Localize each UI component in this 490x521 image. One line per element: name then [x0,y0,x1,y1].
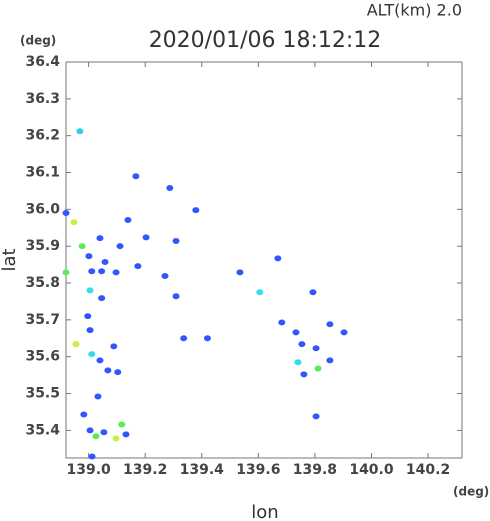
echo [62,269,70,276]
echo [86,327,94,334]
x-tick-label: 140.0 [349,462,394,478]
echo [86,427,94,434]
y-tick-label: 36.1 [25,165,60,181]
echo [94,393,102,400]
y-axis-label: lat [0,248,20,271]
y-tick-label: 36.2 [25,128,60,144]
echo [100,429,108,436]
echo [172,238,180,245]
echo [312,413,320,420]
echo [132,173,140,180]
y-unit: (deg) [20,34,56,48]
echo [98,295,106,302]
echo [124,217,132,224]
echo [172,293,180,300]
echo [292,329,300,336]
y-tick-label: 35.5 [25,386,60,402]
x-tick-label: 139.0 [66,462,111,478]
echo [274,255,282,262]
echo [340,329,348,336]
y-tick-label: 36.4 [25,54,60,70]
echo [142,234,150,241]
echo [86,287,94,294]
echo [309,289,317,296]
echo [118,421,126,428]
y-tick-label: 35.6 [25,349,60,365]
echo [203,335,211,342]
echo [180,335,188,342]
echo [92,433,100,440]
echo [112,269,120,276]
echo [300,371,308,378]
echo [88,351,96,358]
x-tick-label: 139.4 [180,462,225,478]
x-tick-label: 139.8 [293,462,337,478]
echo [84,313,92,320]
echo [80,411,88,418]
echo [112,435,120,442]
echo [294,359,302,366]
plot-frame [65,61,463,459]
echo [70,219,78,226]
echo [88,268,96,275]
y-tick-label: 35.8 [25,275,60,291]
echo [314,365,322,372]
echo [298,341,306,348]
echo [98,268,106,275]
echo [236,269,244,276]
echo [104,367,112,374]
x-tick-label: 139.6 [236,462,280,478]
echo [101,259,109,266]
echo [116,243,124,250]
x-unit: (deg) [453,485,489,499]
y-tick-label: 35.7 [25,312,60,328]
y-tick-label: 35.4 [25,422,60,438]
echo [96,235,104,242]
altitude-label: ALT(km) 2.0 [367,1,462,20]
echo [114,369,122,376]
echo [78,243,86,250]
echo [256,289,264,296]
echo [110,343,118,350]
echo [326,357,334,364]
echo [76,128,84,135]
y-tick-label: 36.0 [25,201,60,217]
echo [96,357,104,364]
echo [312,345,320,352]
y-tick-label: 35.9 [25,238,60,254]
x-tick-label: 140.2 [406,462,450,478]
echo [161,273,169,280]
echo [192,207,200,214]
echo [326,321,334,328]
echo [278,319,286,326]
x-tick-label: 139.2 [123,462,167,478]
chart-title: 2020/01/06 18:12:12 [149,28,382,53]
x-axis-label: lon [251,502,278,521]
echo [134,263,142,270]
echo [88,453,96,460]
echo [85,253,93,260]
y-tick-label: 36.3 [25,91,60,107]
echo [166,184,174,191]
echo [122,431,130,438]
echo [72,341,80,348]
echo [62,210,70,217]
